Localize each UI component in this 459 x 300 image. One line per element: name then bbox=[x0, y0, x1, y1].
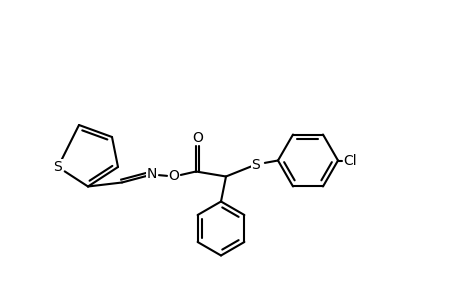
Text: N: N bbox=[146, 167, 157, 182]
Text: S: S bbox=[54, 160, 62, 174]
Text: O: O bbox=[168, 169, 179, 184]
Text: Cl: Cl bbox=[342, 154, 356, 167]
Text: O: O bbox=[192, 130, 203, 145]
Text: S: S bbox=[251, 158, 260, 172]
